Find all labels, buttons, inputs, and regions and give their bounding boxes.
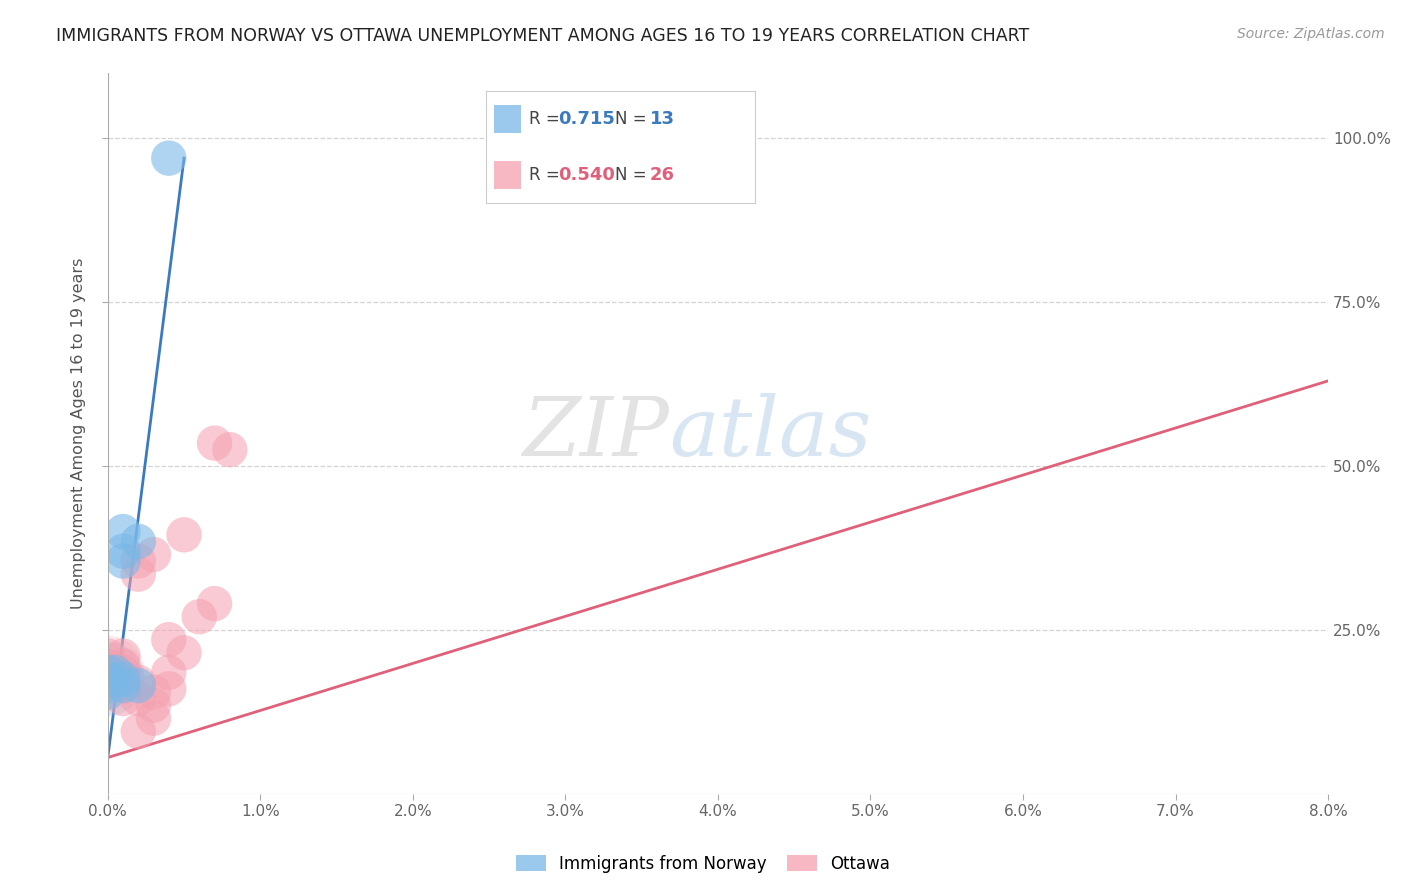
- Point: [97, 648, 120, 663]
- Point: [111, 672, 134, 686]
- Text: ZIP: ZIP: [522, 393, 669, 474]
- Point: [157, 681, 180, 696]
- Point: [111, 648, 134, 663]
- Point: [97, 679, 120, 693]
- Point: [104, 665, 127, 680]
- Point: [157, 665, 180, 680]
- Point: [97, 665, 120, 680]
- Point: [157, 151, 180, 165]
- Point: [142, 548, 165, 562]
- Point: [111, 691, 134, 706]
- Point: [218, 442, 240, 457]
- Point: [111, 524, 134, 539]
- Point: [97, 672, 120, 686]
- Point: [173, 646, 195, 660]
- Legend: Immigrants from Norway, Ottawa: Immigrants from Norway, Ottawa: [509, 848, 897, 880]
- Point: [188, 609, 211, 624]
- Point: [111, 665, 134, 680]
- Point: [97, 665, 120, 680]
- Point: [97, 658, 120, 673]
- Text: atlas: atlas: [669, 393, 872, 474]
- Point: [127, 724, 149, 739]
- Point: [127, 675, 149, 690]
- Point: [111, 658, 134, 673]
- Point: [142, 685, 165, 699]
- Point: [111, 679, 134, 693]
- Point: [97, 685, 120, 699]
- Point: [111, 679, 134, 693]
- Point: [157, 632, 180, 647]
- Point: [204, 436, 226, 450]
- Point: [204, 597, 226, 611]
- Point: [97, 672, 120, 686]
- Point: [127, 679, 149, 693]
- Point: [127, 567, 149, 582]
- Point: [127, 691, 149, 706]
- Point: [142, 698, 165, 713]
- Point: [111, 544, 134, 558]
- Point: [127, 554, 149, 568]
- Text: Source: ZipAtlas.com: Source: ZipAtlas.com: [1237, 27, 1385, 41]
- Y-axis label: Unemployment Among Ages 16 to 19 years: Unemployment Among Ages 16 to 19 years: [72, 258, 86, 609]
- Text: IMMIGRANTS FROM NORWAY VS OTTAWA UNEMPLOYMENT AMONG AGES 16 TO 19 YEARS CORRELAT: IMMIGRANTS FROM NORWAY VS OTTAWA UNEMPLO…: [56, 27, 1029, 45]
- Point: [142, 711, 165, 725]
- Point: [111, 554, 134, 568]
- Point: [97, 672, 120, 686]
- Point: [127, 534, 149, 549]
- Point: [173, 528, 195, 542]
